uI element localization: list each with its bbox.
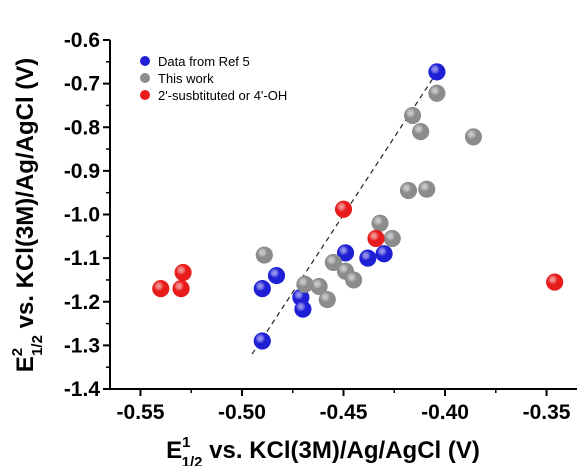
point-this-work-shade (371, 214, 389, 232)
point-this-work-shade (296, 275, 314, 293)
point-this-work-shade (324, 253, 342, 271)
point-this-work-shade (428, 84, 446, 102)
x-axis-title: E1 1/2 vs. KCl(3M)/Ag/AgCl (V) (166, 434, 480, 466)
point-substituted-shade (367, 229, 385, 247)
point-this-work-shade (404, 106, 422, 124)
point-ref5-shade (359, 249, 377, 267)
legend-marker-this-work (140, 73, 150, 83)
point-this-work-shade (383, 229, 401, 247)
point-this-work-shade (399, 182, 417, 200)
y-tick-label: -0.9 (64, 160, 100, 183)
x-tick-label: -0.55 (117, 401, 165, 424)
y-axis-title-sup: 2 (9, 348, 26, 356)
x-axis-title-main: E (166, 437, 182, 464)
point-ref5-shade (267, 267, 285, 285)
point-substituted-shade (174, 264, 192, 282)
legend-marker-ref5 (140, 56, 150, 66)
x-axis-title-sup: 1 (182, 434, 190, 451)
point-this-work-shade (318, 291, 336, 309)
legend-label-ref5: Data from Ref 5 (158, 54, 250, 69)
legend-marker-substituted (140, 90, 150, 100)
y-tick-label: -1.0 (64, 204, 100, 227)
y-axis-title: E2 1/2 vs. KCl(3M)/Ag/AgCl (V) (9, 58, 46, 373)
legend-label-substituted: 2'-susbtituted or 4'-OH (158, 88, 287, 103)
point-substituted-shade (335, 200, 352, 218)
y-tick-label: -1.2 (64, 291, 100, 314)
point-this-work-shade (310, 277, 328, 295)
point-this-work-shade (464, 128, 482, 146)
y-tick-label: -0.6 (64, 29, 100, 52)
y-tick-label: -0.7 (64, 73, 100, 96)
x-tick-label: -0.50 (218, 401, 266, 424)
point-this-work-shade (412, 123, 430, 141)
point-ref5-shade (253, 280, 271, 298)
y-tick-label: -0.8 (64, 116, 101, 139)
data-points (152, 63, 564, 350)
x-tick-label: -0.45 (320, 401, 368, 424)
point-ref5-shade (428, 63, 446, 81)
y-axis-title-rest: vs. KCl(3M)/Ag/AgCl (V) (12, 58, 39, 335)
legend: Data from Ref 5 This work 2'-susbtituted… (140, 54, 287, 103)
point-this-work-shade (255, 246, 273, 264)
point-substituted-shade (172, 280, 190, 298)
y-axis-title-main: E (12, 356, 39, 372)
y-axis-title-sub: 1/2 (29, 335, 46, 356)
point-substituted-shade (546, 273, 564, 291)
x-axis: -0.55 -0.50 -0.45 -0.40 -0.35 (117, 389, 571, 424)
point-ref5-shade (375, 245, 393, 263)
point-ref5-shade (337, 244, 355, 262)
y-tick-label: -1.4 (64, 378, 101, 401)
x-tick-label: -0.40 (421, 401, 469, 424)
y-tick-label: -1.1 (64, 247, 101, 270)
point-ref5-shade (253, 332, 271, 350)
legend-label-this-work: This work (158, 71, 214, 86)
y-axis: -0.6 -0.7 -0.8 -0.9 -1.0 -1.1 -1.2 -1.3 -1.4 (64, 29, 110, 401)
point-this-work-shade (418, 180, 436, 198)
point-ref5-shade (294, 300, 312, 318)
y-tick-label: -1.3 (64, 334, 100, 357)
x-tick-label: -0.35 (523, 401, 571, 424)
x-axis-title-sub: 1/2 (182, 454, 203, 466)
point-substituted-shade (152, 280, 170, 298)
point-this-work-shade (345, 271, 363, 289)
x-axis-title-rest: vs. KCl(3M)/Ag/AgCl (V) (203, 437, 480, 464)
